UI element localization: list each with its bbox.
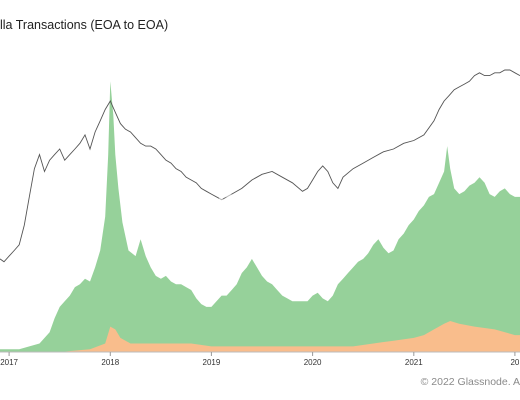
chart-title: lla Transactions (EOA to EOA) [0, 18, 169, 32]
x-tick-label: 2020 [304, 358, 322, 367]
x-tick-label: 2017 [0, 358, 18, 367]
x-tick-label: 2021 [405, 358, 423, 367]
orange-area-series [0, 321, 520, 352]
watermark-logo: glassnode [128, 177, 347, 229]
x-tick-label: 2018 [101, 358, 119, 367]
x-axis: 2017 2018 2019 2020 2021 20 [0, 351, 520, 367]
series-layer [0, 69, 520, 353]
x-tick-label: 20 [510, 358, 519, 367]
price-line-series [0, 69, 520, 263]
green-area-series [0, 81, 520, 353]
copyright-text: © 2022 Glassnode. A [420, 376, 520, 388]
x-tick-label: 2019 [203, 358, 221, 367]
